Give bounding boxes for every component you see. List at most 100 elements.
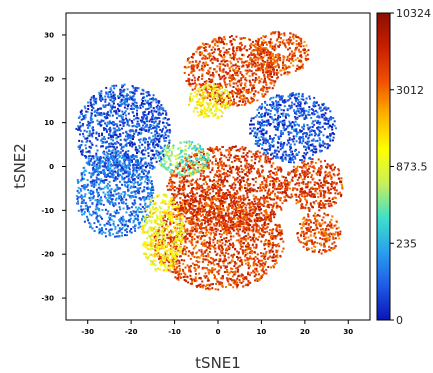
scatter-point: [256, 134, 259, 137]
scatter-point: [130, 185, 133, 188]
scatter-point: [274, 188, 277, 191]
scatter-point: [265, 186, 268, 189]
scatter-point: [235, 200, 238, 203]
scatter-point: [292, 35, 294, 38]
scatter-point: [242, 74, 245, 77]
scatter-point: [295, 67, 298, 70]
scatter-point: [235, 95, 238, 98]
scatter-point: [92, 185, 95, 188]
scatter-point: [89, 199, 92, 202]
scatter-point: [147, 205, 150, 208]
scatter-point: [87, 206, 89, 209]
scatter-point: [241, 87, 244, 90]
scatter-point: [270, 97, 273, 100]
scatter-point: [105, 159, 107, 162]
scatter-point: [216, 182, 219, 185]
scatter-point: [264, 93, 267, 96]
scatter-point: [183, 178, 186, 181]
scatter-point: [244, 60, 247, 63]
scatter-point: [258, 144, 260, 147]
scatter-point: [280, 168, 283, 171]
scatter-point: [242, 217, 245, 220]
scatter-point: [207, 115, 210, 118]
scatter-point: [145, 101, 148, 104]
scatter-point: [181, 206, 184, 209]
scatter-point: [280, 73, 283, 76]
scatter-point: [250, 164, 253, 167]
scatter-point: [104, 162, 107, 165]
scatter-point: [130, 104, 133, 107]
scatter-point: [200, 93, 203, 96]
scatter-point: [259, 187, 262, 190]
scatter-point: [187, 73, 190, 76]
scatter-point: [278, 53, 281, 56]
scatter-point: [141, 168, 144, 171]
scatter-point: [218, 173, 221, 176]
scatter-point: [215, 107, 218, 110]
scatter-point: [111, 104, 114, 107]
scatter-point: [272, 118, 275, 121]
scatter-point: [326, 143, 329, 146]
scatter-point: [133, 190, 136, 193]
scatter-point: [295, 152, 298, 155]
scatter-point: [114, 235, 116, 238]
scatter-point: [197, 90, 200, 93]
scatter-point: [257, 169, 260, 172]
scatter-point: [129, 130, 132, 133]
scatter-point: [258, 115, 261, 118]
scatter-point: [146, 205, 149, 208]
scatter-point: [104, 127, 107, 130]
scatter-point: [127, 194, 130, 197]
scatter-point: [201, 97, 204, 100]
scatter-point: [254, 142, 257, 145]
scatter-point: [228, 151, 231, 154]
scatter-point: [266, 185, 269, 188]
scatter-point: [262, 140, 265, 143]
scatter-point: [108, 120, 111, 123]
scatter-point: [83, 105, 86, 108]
scatter-point: [262, 39, 265, 42]
scatter-point: [295, 100, 298, 103]
scatter-point: [300, 114, 303, 117]
scatter-point: [332, 136, 335, 139]
scatter-point: [176, 167, 179, 170]
scatter-point: [250, 70, 253, 73]
scatter-point: [124, 110, 127, 113]
scatter-point: [93, 111, 96, 113]
scatter-point: [259, 69, 262, 72]
scatter-point: [99, 198, 102, 201]
scatter-point: [328, 144, 331, 147]
scatter-point: [291, 158, 294, 161]
scatter-point: [97, 113, 100, 116]
scatter-point: [246, 155, 249, 158]
scatter-point: [244, 102, 247, 105]
scatter-point: [152, 127, 155, 129]
scatter-point: [219, 69, 222, 72]
scatter-point: [252, 40, 254, 43]
scatter-point: [305, 102, 308, 105]
scatter-point: [277, 100, 280, 103]
scatter-point: [301, 142, 303, 145]
scatter-point: [239, 147, 242, 150]
scatter-point: [147, 99, 149, 102]
scatter-point: [206, 192, 208, 195]
scatter-point: [257, 136, 260, 139]
scatter-point: [135, 206, 137, 209]
scatter-point: [208, 80, 211, 83]
scatter-point: [275, 39, 278, 42]
scatter-point: [198, 100, 201, 103]
scatter-point: [109, 130, 112, 133]
scatter-point: [131, 214, 134, 217]
scatter-point: [103, 153, 106, 156]
scatter-point: [143, 114, 146, 117]
scatter-point: [91, 227, 94, 230]
scatter-point: [238, 57, 241, 60]
scatter-point: [81, 201, 84, 204]
scatter-point: [139, 183, 142, 186]
scatter-point: [217, 53, 220, 56]
scatter-point: [236, 104, 239, 107]
scatter-point: [128, 207, 131, 210]
scatter-point: [122, 122, 125, 125]
scatter-point: [146, 172, 149, 175]
scatter-point: [271, 45, 274, 48]
